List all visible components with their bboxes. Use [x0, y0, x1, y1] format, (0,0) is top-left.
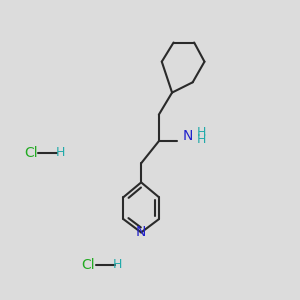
Text: H: H — [196, 126, 206, 140]
Text: N: N — [136, 225, 146, 239]
Text: H: H — [196, 133, 206, 146]
Text: Cl: Cl — [81, 258, 95, 272]
Text: Cl: Cl — [24, 146, 38, 160]
Text: N: N — [182, 129, 193, 143]
Text: H: H — [113, 258, 122, 271]
Text: H: H — [56, 146, 65, 159]
